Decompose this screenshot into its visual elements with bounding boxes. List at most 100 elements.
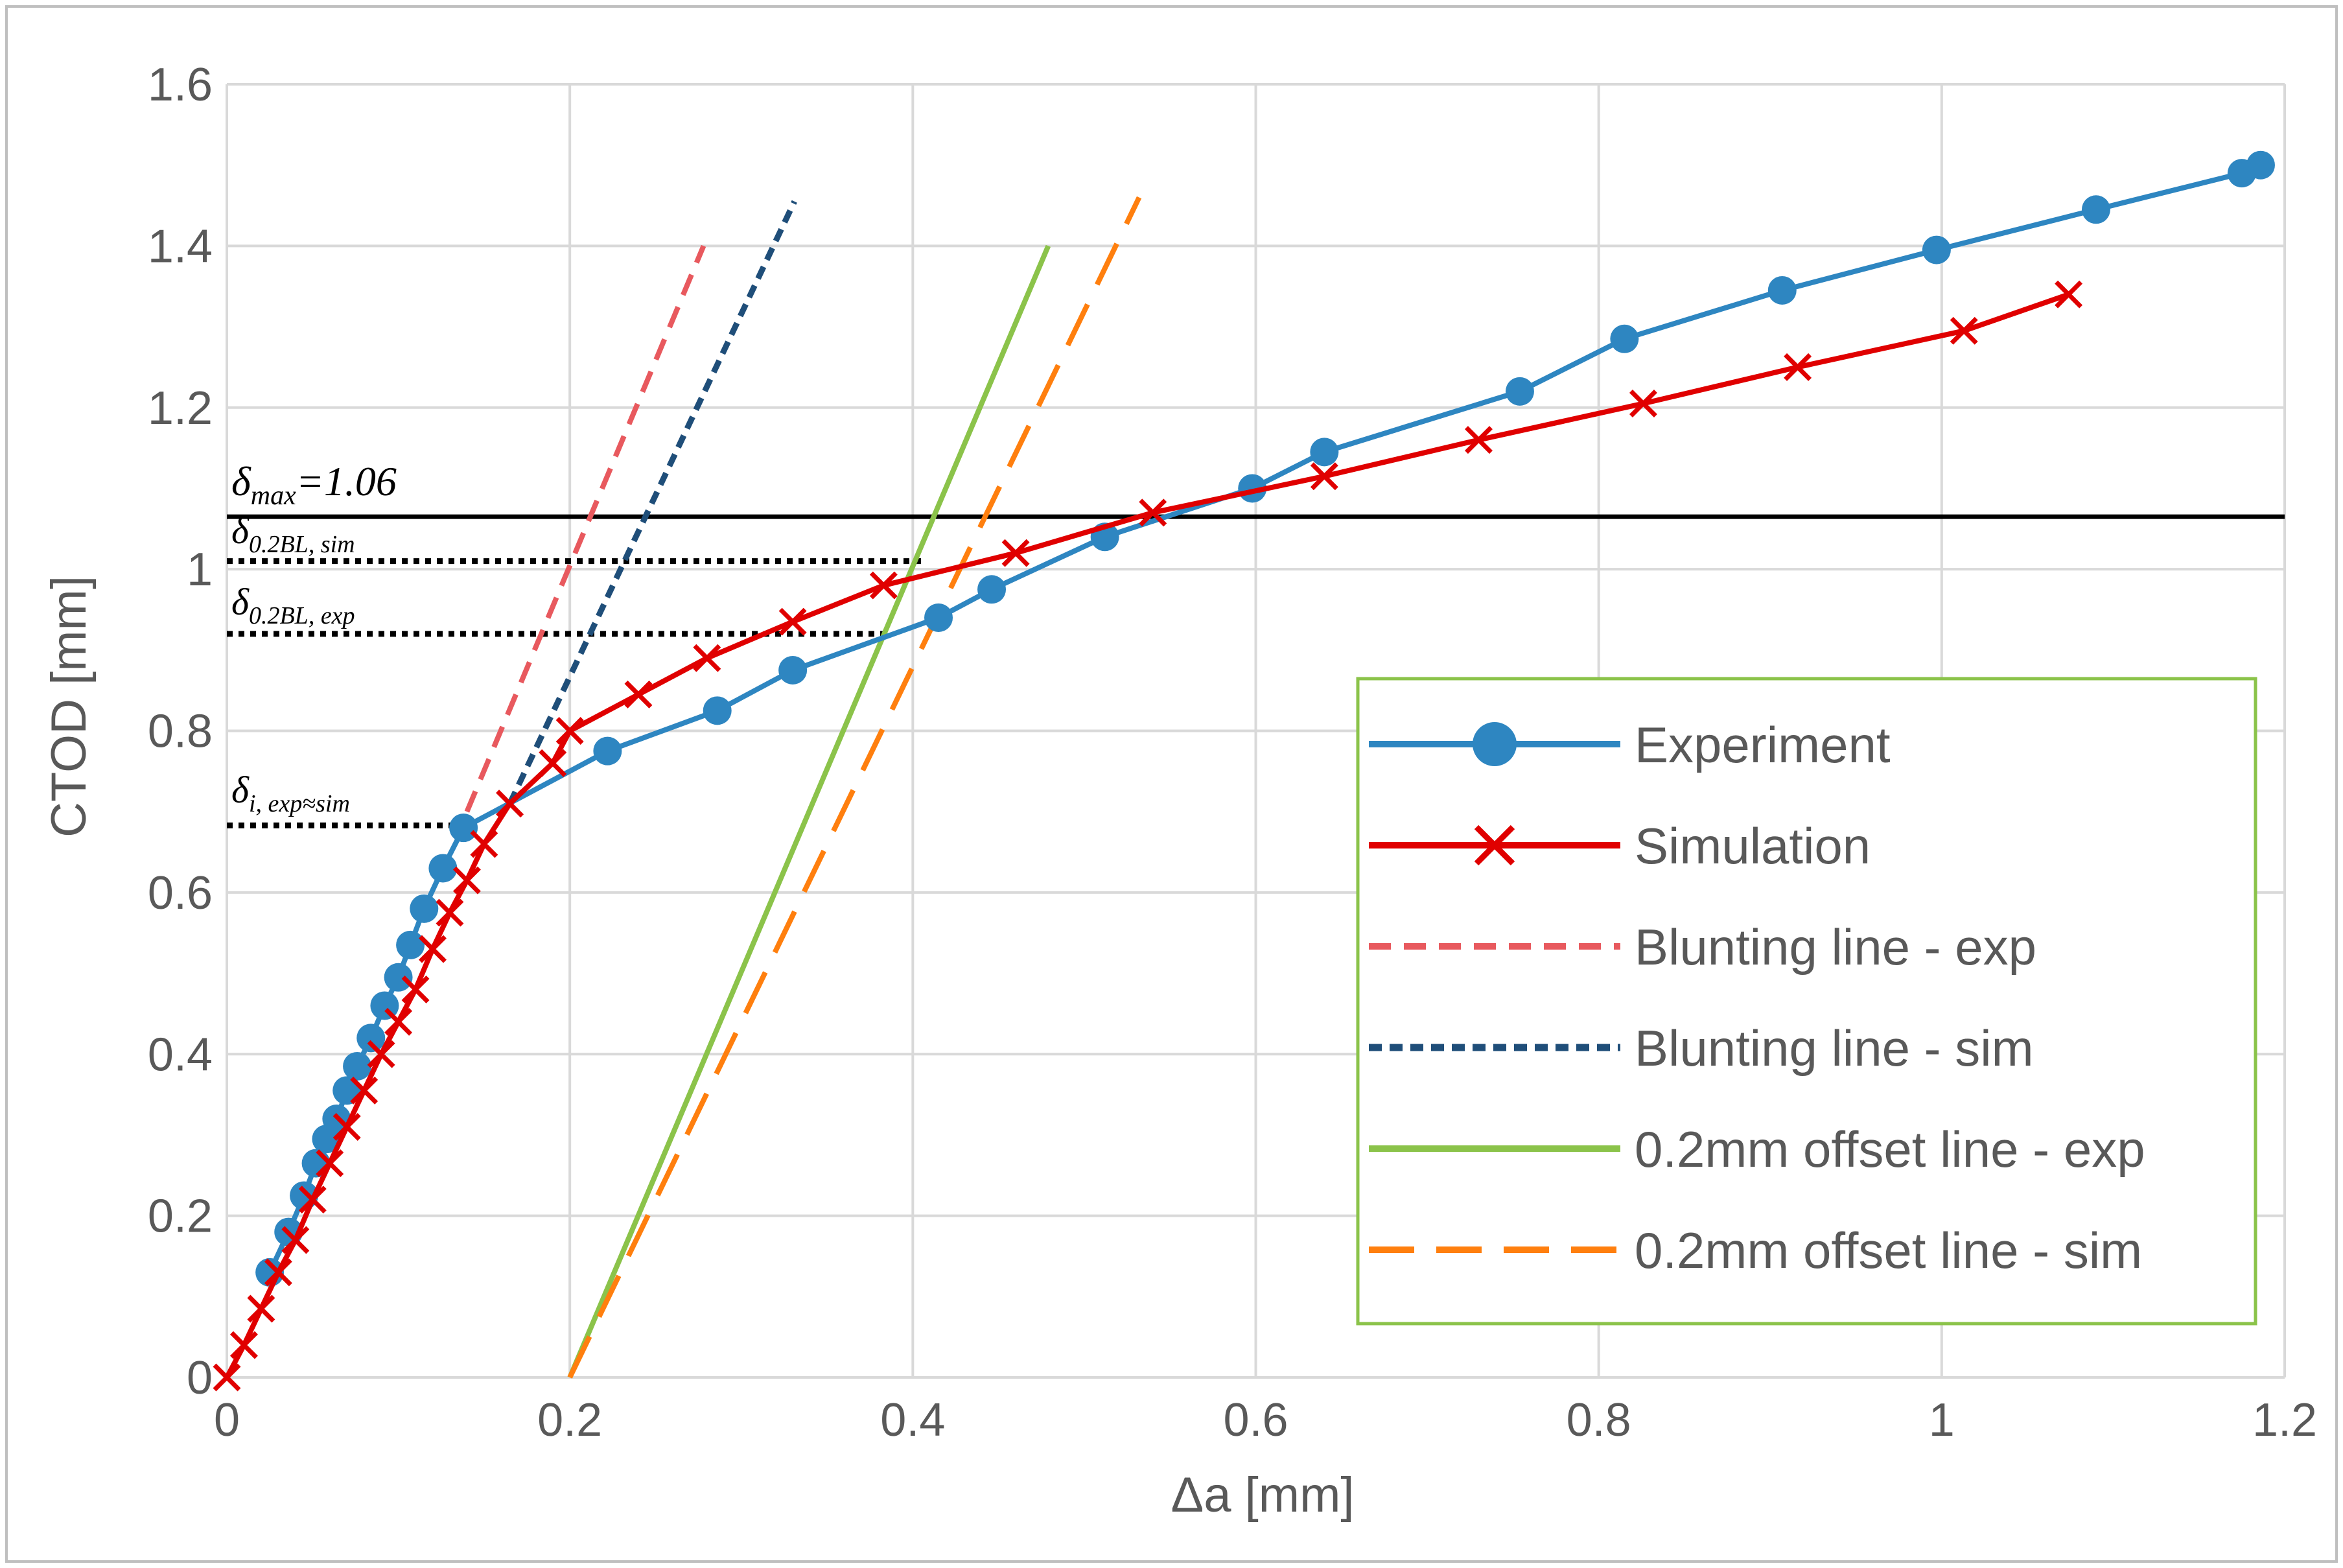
series-3 — [507, 200, 797, 805]
x-tick-label: 1.2 — [2252, 1394, 2317, 1446]
x-tick-label: 0 — [214, 1394, 240, 1446]
annotation-symbol: δ — [231, 581, 250, 623]
series-line — [464, 244, 706, 813]
experiment-point — [593, 736, 622, 766]
simulation-point — [452, 866, 481, 895]
series-5 — [567, 196, 1142, 1379]
series-4 — [567, 244, 1051, 1379]
legend: Experiment Simulation Blunting line - exp B… — [1356, 677, 2257, 1326]
experiment-point — [396, 930, 425, 959]
simulation-point — [1310, 462, 1338, 491]
simulation-point — [264, 1258, 292, 1287]
legend-label: Experiment — [1635, 716, 1891, 773]
delta-i-label: δi, exp≈sim — [231, 769, 350, 817]
series-line — [567, 244, 1051, 1379]
experiment-point — [977, 575, 1007, 604]
simulation-point — [316, 1149, 344, 1178]
delta-02bl-exp-label: δ0.2BL, exp — [231, 581, 355, 629]
simulation-point — [350, 1076, 379, 1105]
experiment-point — [356, 1024, 386, 1053]
x-tick-label: 0.2 — [537, 1394, 602, 1446]
series-layer — [213, 150, 2275, 1392]
series-line — [567, 196, 1142, 1379]
x-axis-title: Δa [mm] — [1171, 1468, 1355, 1523]
simulation-point — [470, 830, 498, 858]
simulation-point — [778, 607, 807, 636]
legend-label: Blunting line - sim — [1635, 1020, 2034, 1077]
legend-label: Blunting line - exp — [1635, 919, 2036, 976]
simulation-point — [419, 935, 447, 963]
simulation-point — [1139, 498, 1167, 527]
y-tick-label: 0.8 — [148, 706, 213, 758]
simulation-point — [298, 1186, 327, 1214]
annotation-suffix: =1.06 — [296, 458, 397, 504]
experiment-point — [410, 894, 439, 923]
series-1 — [213, 280, 2083, 1392]
annotation-subscript: i, exp≈sim — [249, 790, 350, 817]
experiment-point — [384, 963, 413, 992]
simulation-point — [384, 1007, 413, 1036]
legend-label: 0.2mm offset line - exp — [1635, 1121, 2145, 1178]
annotation-subscript: 0.2BL, exp — [249, 602, 355, 629]
simulation-point — [869, 571, 898, 600]
simulation-point — [555, 717, 584, 745]
delta-02bl-sim-label: δ0.2BL, sim — [231, 509, 355, 558]
legend-marker — [1474, 825, 1515, 866]
reference-lines — [227, 514, 2285, 828]
experiment-point — [778, 655, 808, 685]
x-tick-label: 0.6 — [1223, 1394, 1288, 1446]
experiment-point — [703, 696, 732, 725]
simulation-point — [1629, 390, 1657, 417]
simulation-point — [401, 976, 430, 1003]
simulation-point — [213, 1363, 241, 1392]
legend-item: Blunting line - exp — [1369, 919, 2036, 976]
experiment-point — [2246, 150, 2275, 180]
simulation-point — [332, 1112, 361, 1141]
y-tick-label: 1.4 — [148, 220, 213, 272]
simulation-point — [247, 1294, 275, 1323]
legend-box — [1356, 677, 2257, 1326]
legend-item: Simulation — [1369, 817, 1871, 874]
x-tick-label: 1 — [1929, 1394, 1955, 1446]
y-tick-label: 0.6 — [148, 867, 213, 919]
annotation-subscript: max — [251, 481, 296, 511]
x-tick-label: 0.4 — [880, 1394, 945, 1446]
simulation-point — [1464, 426, 1493, 454]
experiment-point — [2081, 195, 2110, 224]
simulation-point — [624, 680, 653, 708]
legend-item: 0.2mm offset line - exp — [1369, 1121, 2145, 1178]
simulation-point — [1001, 539, 1030, 567]
y-tick-label: 1.2 — [148, 382, 213, 434]
experiment-point — [1610, 324, 1639, 353]
experiment-point — [1505, 377, 1534, 406]
legend-label: Simulation — [1635, 817, 1871, 874]
experiment-point — [924, 603, 953, 632]
experiment-point — [449, 813, 478, 843]
legend-item: 0.2mm offset line - sim — [1369, 1222, 2142, 1279]
simulation-point — [693, 644, 721, 672]
experiment-point — [1767, 275, 1797, 305]
annotation-symbol: δ — [231, 509, 250, 552]
legend-item: Blunting line - sim — [1369, 1020, 2034, 1077]
y-tick-label: 0.4 — [148, 1029, 213, 1081]
experiment-point — [428, 854, 458, 883]
annotation-symbol: δ — [231, 458, 251, 504]
y-tick-label: 1.6 — [148, 59, 213, 111]
legend-item: Experiment — [1369, 716, 1891, 773]
annotation-subscript: 0.2BL, sim — [249, 531, 355, 558]
legend-marker — [1473, 722, 1517, 766]
x-tick-label: 0.8 — [1567, 1394, 1631, 1446]
series-0 — [255, 150, 2275, 1287]
simulation-point — [436, 898, 464, 927]
experiment-point — [343, 1051, 372, 1081]
experiment-point — [1310, 438, 1339, 467]
legend-label: 0.2mm offset line - sim — [1635, 1222, 2142, 1279]
simulation-point — [1950, 316, 1978, 345]
series-line — [507, 200, 797, 805]
simulation-point — [281, 1226, 310, 1254]
y-tick-label: 0.2 — [148, 1191, 213, 1243]
tick-labels: 0 0.2 0.4 0.6 0.8 1 1.2 0 0.2 0.4 0.6 0.8 1 1.2 1.4 1.6 — [148, 59, 2317, 1446]
experiment-point — [1922, 235, 1951, 264]
